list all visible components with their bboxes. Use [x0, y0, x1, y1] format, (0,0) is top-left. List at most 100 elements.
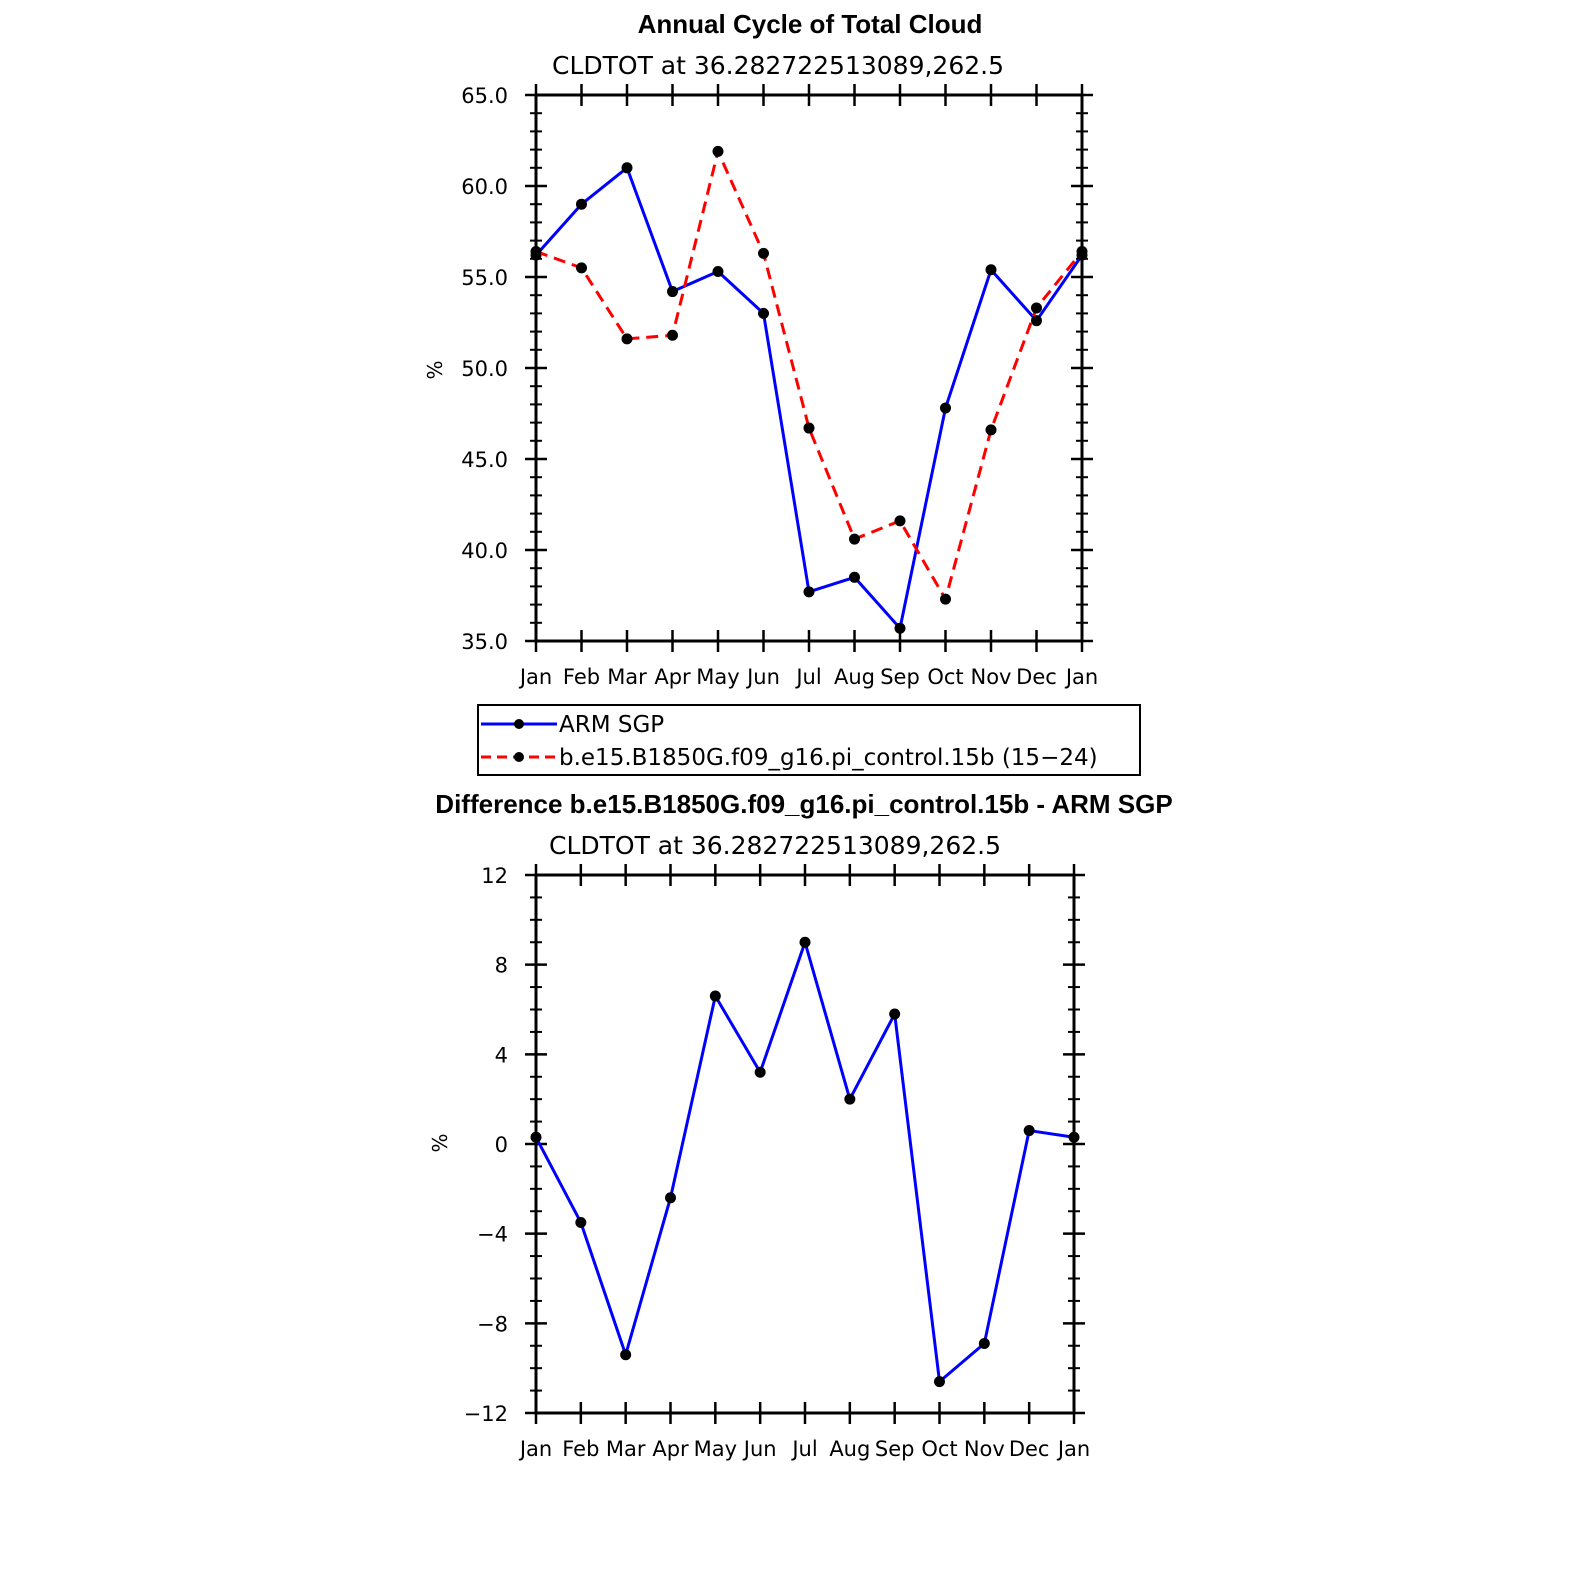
series-0-point	[985, 264, 997, 276]
x-tick-label: May	[694, 1437, 737, 1461]
series-0-point	[889, 1008, 901, 1020]
series-0-point	[1068, 1131, 1080, 1143]
y-tick-label: 50.0	[461, 357, 508, 381]
x-tick-label: Jun	[745, 665, 780, 689]
chart2-subtitle: CLDTOT at 36.282722513089,262.5	[549, 831, 1001, 860]
chart2-y-tick-labels: −12 −8 −4 0 4 8 12	[464, 864, 508, 1426]
chart2-ticks	[525, 864, 1085, 1424]
chart1-y-tick-labels: 35.0 40.0 45.0 50.0 55.0 60.0 65.0	[461, 84, 508, 654]
chart2-y-axis-label: %	[428, 1133, 452, 1152]
legend-label-model: b.e15.B1850G.f09_g16.pi_control.15b (15−…	[559, 745, 1098, 771]
y-tick-label: 4	[495, 1043, 508, 1067]
series-0-point	[849, 571, 860, 583]
y-tick-label: 12	[481, 864, 508, 888]
series-0-point	[844, 1093, 856, 1105]
legend-box	[477, 704, 1141, 776]
series-0-point	[667, 286, 678, 298]
series-0-point	[665, 1192, 676, 1204]
chart1-subtitle: CLDTOT at 36.282722513089,262.5	[552, 51, 1004, 80]
series-0-point	[709, 990, 721, 1002]
series-0-point	[1023, 1125, 1035, 1137]
x-tick-label: Aug	[829, 1437, 870, 1461]
x-tick-label: Nov	[971, 665, 1012, 689]
series-0-point	[758, 307, 769, 319]
x-tick-label: Mar	[606, 1437, 646, 1461]
chart2-title: Difference b.e15.B1850G.f09_g16.pi_contr…	[435, 789, 1172, 819]
series-0-point	[754, 1066, 766, 1078]
y-tick-label: 60.0	[461, 175, 508, 199]
series-1-point	[667, 329, 678, 341]
y-tick-label: −12	[464, 1402, 508, 1426]
series-line-0	[534, 166, 1084, 630]
difference-chart: Difference b.e15.B1850G.f09_g16.pi_contr…	[428, 789, 1173, 1461]
series-1-point	[985, 424, 997, 436]
series-1-point	[849, 533, 860, 545]
x-tick-label: Sep	[880, 665, 920, 689]
x-tick-label: Jan	[1064, 665, 1098, 689]
chart1-series	[530, 145, 1088, 634]
y-tick-label: 35.0	[461, 630, 508, 654]
series-0-point	[620, 1349, 632, 1361]
x-tick-label: Dec	[1009, 1437, 1050, 1461]
x-tick-label: Apr	[654, 665, 691, 689]
y-tick-label: 55.0	[461, 266, 508, 290]
series-line-1	[535, 149, 1084, 601]
series-line-0	[534, 940, 1075, 1384]
y-tick-label: −4	[477, 1223, 508, 1247]
series-0-point	[712, 266, 724, 278]
chart1-y-axis-label: %	[423, 360, 447, 379]
x-tick-label: Oct	[921, 1437, 957, 1461]
series-0-point	[799, 936, 811, 948]
series-1-point	[758, 247, 769, 259]
series-1-point	[1076, 246, 1088, 258]
series-1-point	[940, 593, 951, 605]
chart1-ticks	[525, 84, 1093, 652]
x-tick-label: Jul	[790, 1437, 817, 1461]
y-tick-label: 40.0	[461, 539, 508, 563]
series-0-point	[940, 402, 951, 414]
x-tick-label: Feb	[562, 1437, 599, 1461]
series-1-point	[803, 422, 815, 434]
series-1-point	[1031, 302, 1042, 314]
series-1-point	[530, 246, 542, 258]
x-tick-label: Feb	[563, 665, 600, 689]
x-tick-label: Mar	[607, 665, 647, 689]
series-1-point	[576, 262, 587, 274]
legend-marker-model	[514, 752, 524, 762]
series-0-point	[1031, 315, 1042, 327]
series-1-point	[621, 333, 633, 345]
x-tick-label: Jun	[742, 1437, 777, 1461]
x-tick-label: Jul	[794, 665, 821, 689]
legend-label-arm-sgp: ARM SGP	[559, 712, 664, 738]
legend: ARM SGP b.e15.B1850G.f09_g16.pi_control.…	[477, 704, 1141, 776]
series-0-point	[934, 1376, 945, 1388]
y-tick-label: 0	[495, 1133, 508, 1157]
annual-cycle-chart: Annual Cycle of Total Cloud CLDTOT at 36…	[423, 9, 1098, 689]
x-tick-label: Jan	[518, 665, 552, 689]
chart1-x-tick-labels: Jan Feb Mar Apr May Jun Jul Aug Sep Oct Nov Dec Jan	[518, 665, 1098, 689]
series-1-point	[894, 515, 906, 527]
x-tick-label: May	[696, 665, 739, 689]
chart2-series	[530, 936, 1080, 1388]
x-tick-label: Dec	[1016, 665, 1057, 689]
x-tick-label: Sep	[875, 1437, 915, 1461]
x-tick-label: Apr	[652, 1437, 689, 1461]
x-tick-label: Jan	[518, 1437, 552, 1461]
x-tick-label: Jan	[1056, 1437, 1090, 1461]
x-tick-label: Aug	[834, 665, 875, 689]
y-tick-label: −8	[477, 1312, 508, 1336]
series-0-point	[530, 1131, 542, 1143]
series-0-point	[576, 198, 587, 210]
series-1-point	[712, 145, 724, 157]
chart1-title: Annual Cycle of Total Cloud	[638, 9, 983, 39]
y-tick-label: 45.0	[461, 448, 508, 472]
chart2-x-tick-labels: Jan Feb Mar Apr May Jun Jul Aug Sep Oct Nov Dec Jan	[518, 1437, 1090, 1461]
series-0-point	[803, 586, 815, 598]
y-tick-label: 65.0	[461, 84, 508, 108]
y-tick-label: 8	[495, 954, 508, 978]
series-0-point	[894, 622, 906, 634]
series-0-point	[978, 1338, 990, 1350]
x-tick-label: Nov	[964, 1437, 1005, 1461]
